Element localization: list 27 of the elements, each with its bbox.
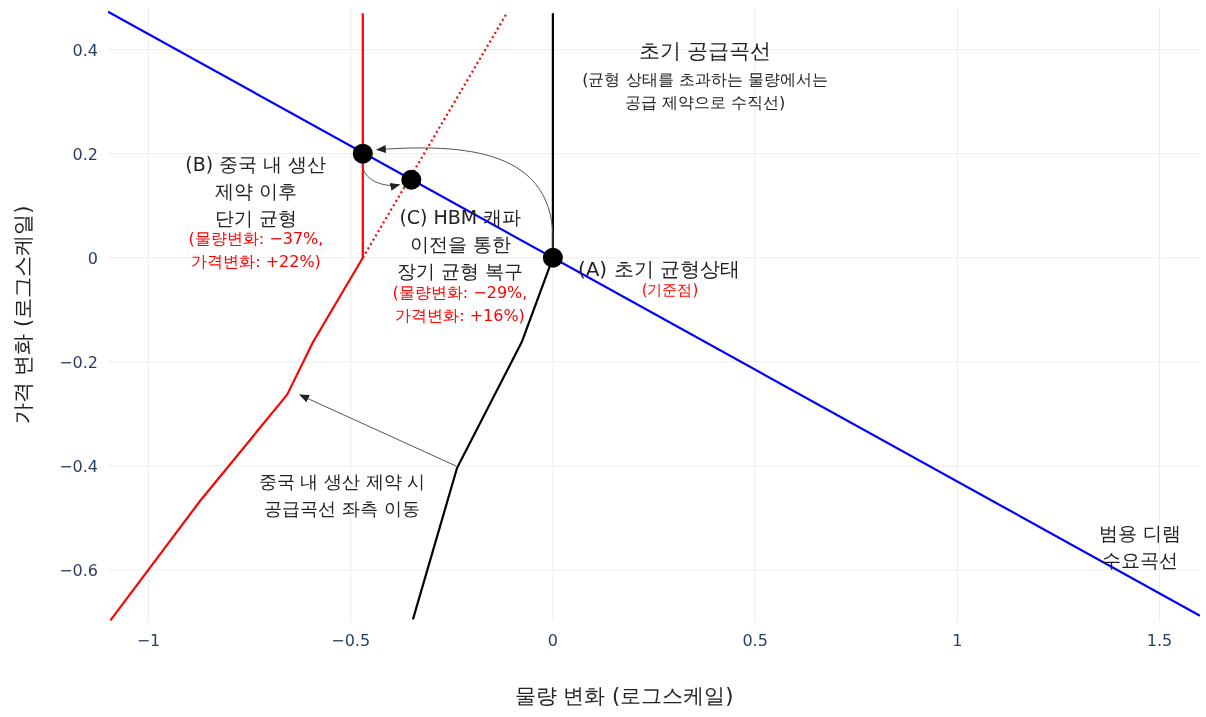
y-tick-label: 0.2 (72, 144, 98, 164)
x-tick-label: −0.5 (331, 631, 371, 650)
x-tick-label: −1 (136, 631, 161, 650)
y-tick-label: −0.2 (59, 352, 98, 372)
point (352, 143, 373, 164)
annotation: (기준점) (641, 281, 699, 299)
y-tick-label: 0 (87, 248, 98, 268)
y-tick-label: −0.4 (59, 456, 98, 476)
annotation: (B) 중국 내 생산 제약 이후 단기 균형 (185, 152, 327, 229)
x-tick-label: 1 (952, 631, 963, 650)
y-axis-title: 가격 변화 (로그스케일) (11, 205, 35, 425)
annotation: (물량변화: −37%, 가격변화: +22%) (188, 229, 324, 271)
point (542, 247, 563, 268)
annotation: (A) 초기 균형상태 (577, 256, 740, 281)
x-axis-title: 물량 변화 (로그스케일) (514, 684, 734, 708)
annotation: (물량변화: −29%, 가격변화: +16%) (392, 283, 528, 325)
y-tick-label: −0.6 (59, 560, 98, 580)
x-tick-label: 0.5 (742, 631, 768, 650)
x-tick-label: 0 (547, 631, 558, 650)
x-tick-label: 1.5 (1146, 631, 1173, 650)
point (401, 169, 422, 190)
annotation: (균형 상태를 초과하는 물량에서는 공급 제약으로 수직선) (582, 70, 828, 112)
y-tick-label: 0.4 (72, 40, 98, 60)
series-label: 범용 디램 수요곡선 (1098, 522, 1182, 571)
annotation: 초기 공급곡선 (638, 39, 772, 63)
annotation: 중국 내 생산 제약 시 공급곡선 좌측 이동 (258, 471, 426, 519)
annotation: (C) HBM 캐파 이전을 통한 장기 균형 복구 (397, 205, 524, 282)
